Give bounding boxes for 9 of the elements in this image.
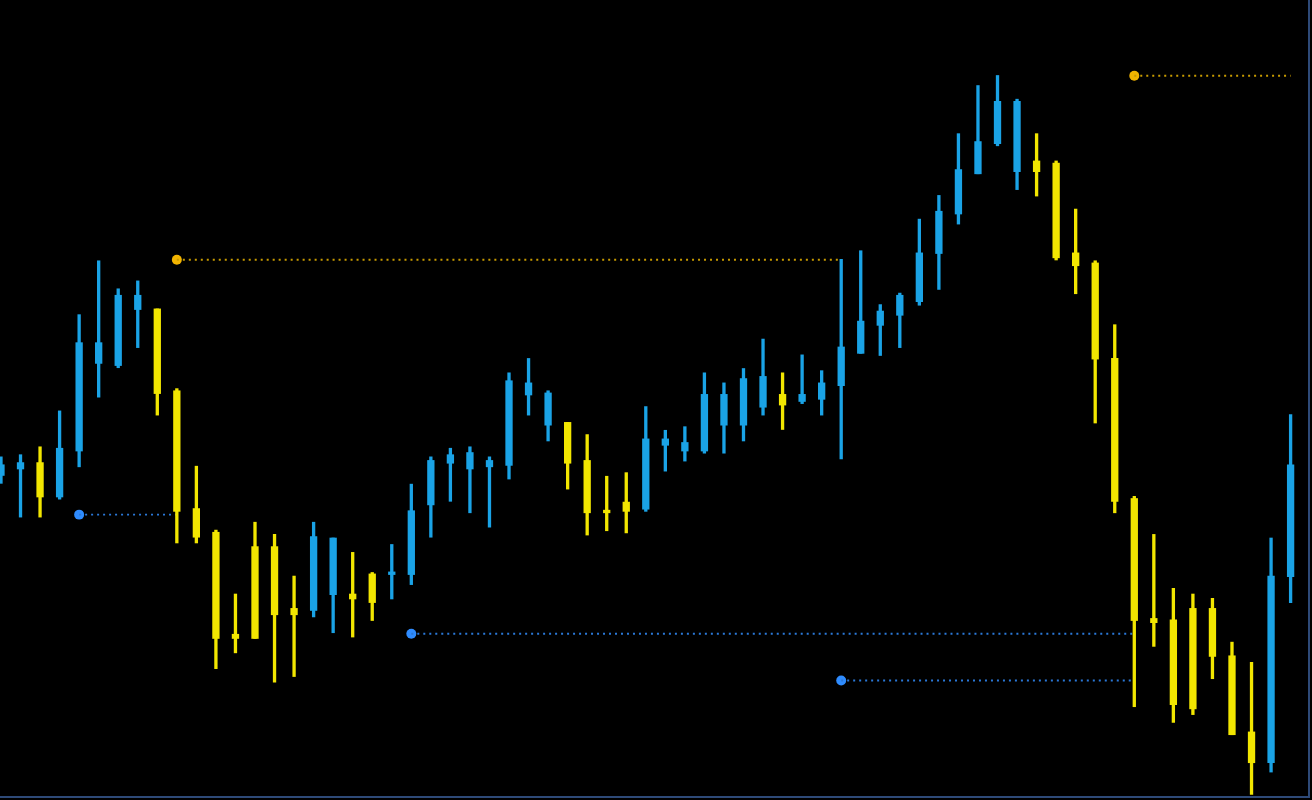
point [74, 509, 85, 520]
point [171, 254, 182, 265]
point [406, 628, 417, 639]
candlestick [681, 426, 689, 462]
point [836, 675, 847, 686]
point [1129, 70, 1140, 81]
candlestick [466, 446, 474, 514]
candlestick [290, 575, 298, 677]
candlestick [798, 354, 806, 404]
